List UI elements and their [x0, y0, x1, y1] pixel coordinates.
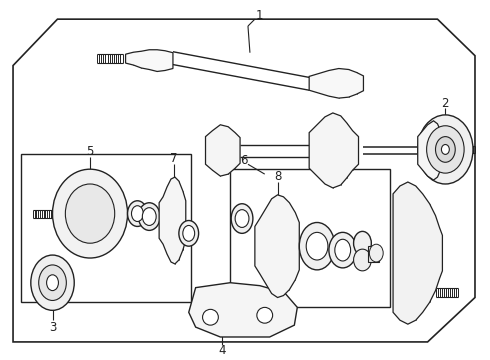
Text: 1: 1: [256, 9, 264, 22]
Ellipse shape: [131, 206, 144, 221]
Ellipse shape: [47, 275, 58, 291]
Ellipse shape: [436, 136, 455, 162]
Ellipse shape: [329, 232, 357, 268]
Text: 6: 6: [240, 154, 248, 167]
Text: 3: 3: [49, 321, 56, 334]
Ellipse shape: [441, 144, 449, 154]
Polygon shape: [159, 177, 186, 264]
Polygon shape: [418, 121, 442, 180]
Polygon shape: [309, 113, 359, 188]
Bar: [368, 246, 379, 262]
Ellipse shape: [143, 208, 156, 225]
Polygon shape: [189, 283, 297, 337]
Polygon shape: [393, 182, 442, 324]
Ellipse shape: [202, 309, 219, 325]
Ellipse shape: [335, 239, 351, 261]
Ellipse shape: [183, 225, 195, 241]
Ellipse shape: [65, 184, 115, 243]
Polygon shape: [205, 125, 240, 176]
Polygon shape: [13, 19, 475, 342]
Polygon shape: [255, 195, 299, 297]
Ellipse shape: [418, 115, 473, 184]
Text: 5: 5: [86, 145, 94, 158]
Ellipse shape: [31, 255, 74, 310]
Ellipse shape: [127, 201, 147, 226]
Ellipse shape: [427, 126, 464, 173]
Text: 8: 8: [274, 170, 281, 183]
Text: 2: 2: [441, 96, 449, 109]
Ellipse shape: [179, 221, 198, 246]
Ellipse shape: [138, 203, 160, 230]
Polygon shape: [309, 68, 364, 98]
Ellipse shape: [306, 232, 328, 260]
Ellipse shape: [39, 265, 66, 301]
Ellipse shape: [354, 249, 371, 271]
Text: 4: 4: [219, 344, 226, 357]
Ellipse shape: [354, 231, 371, 255]
Ellipse shape: [235, 210, 249, 228]
Ellipse shape: [231, 204, 253, 233]
Ellipse shape: [369, 244, 383, 262]
Polygon shape: [125, 50, 173, 72]
Ellipse shape: [52, 169, 127, 258]
Ellipse shape: [299, 222, 335, 270]
Ellipse shape: [257, 307, 272, 323]
Text: 7: 7: [170, 152, 178, 165]
